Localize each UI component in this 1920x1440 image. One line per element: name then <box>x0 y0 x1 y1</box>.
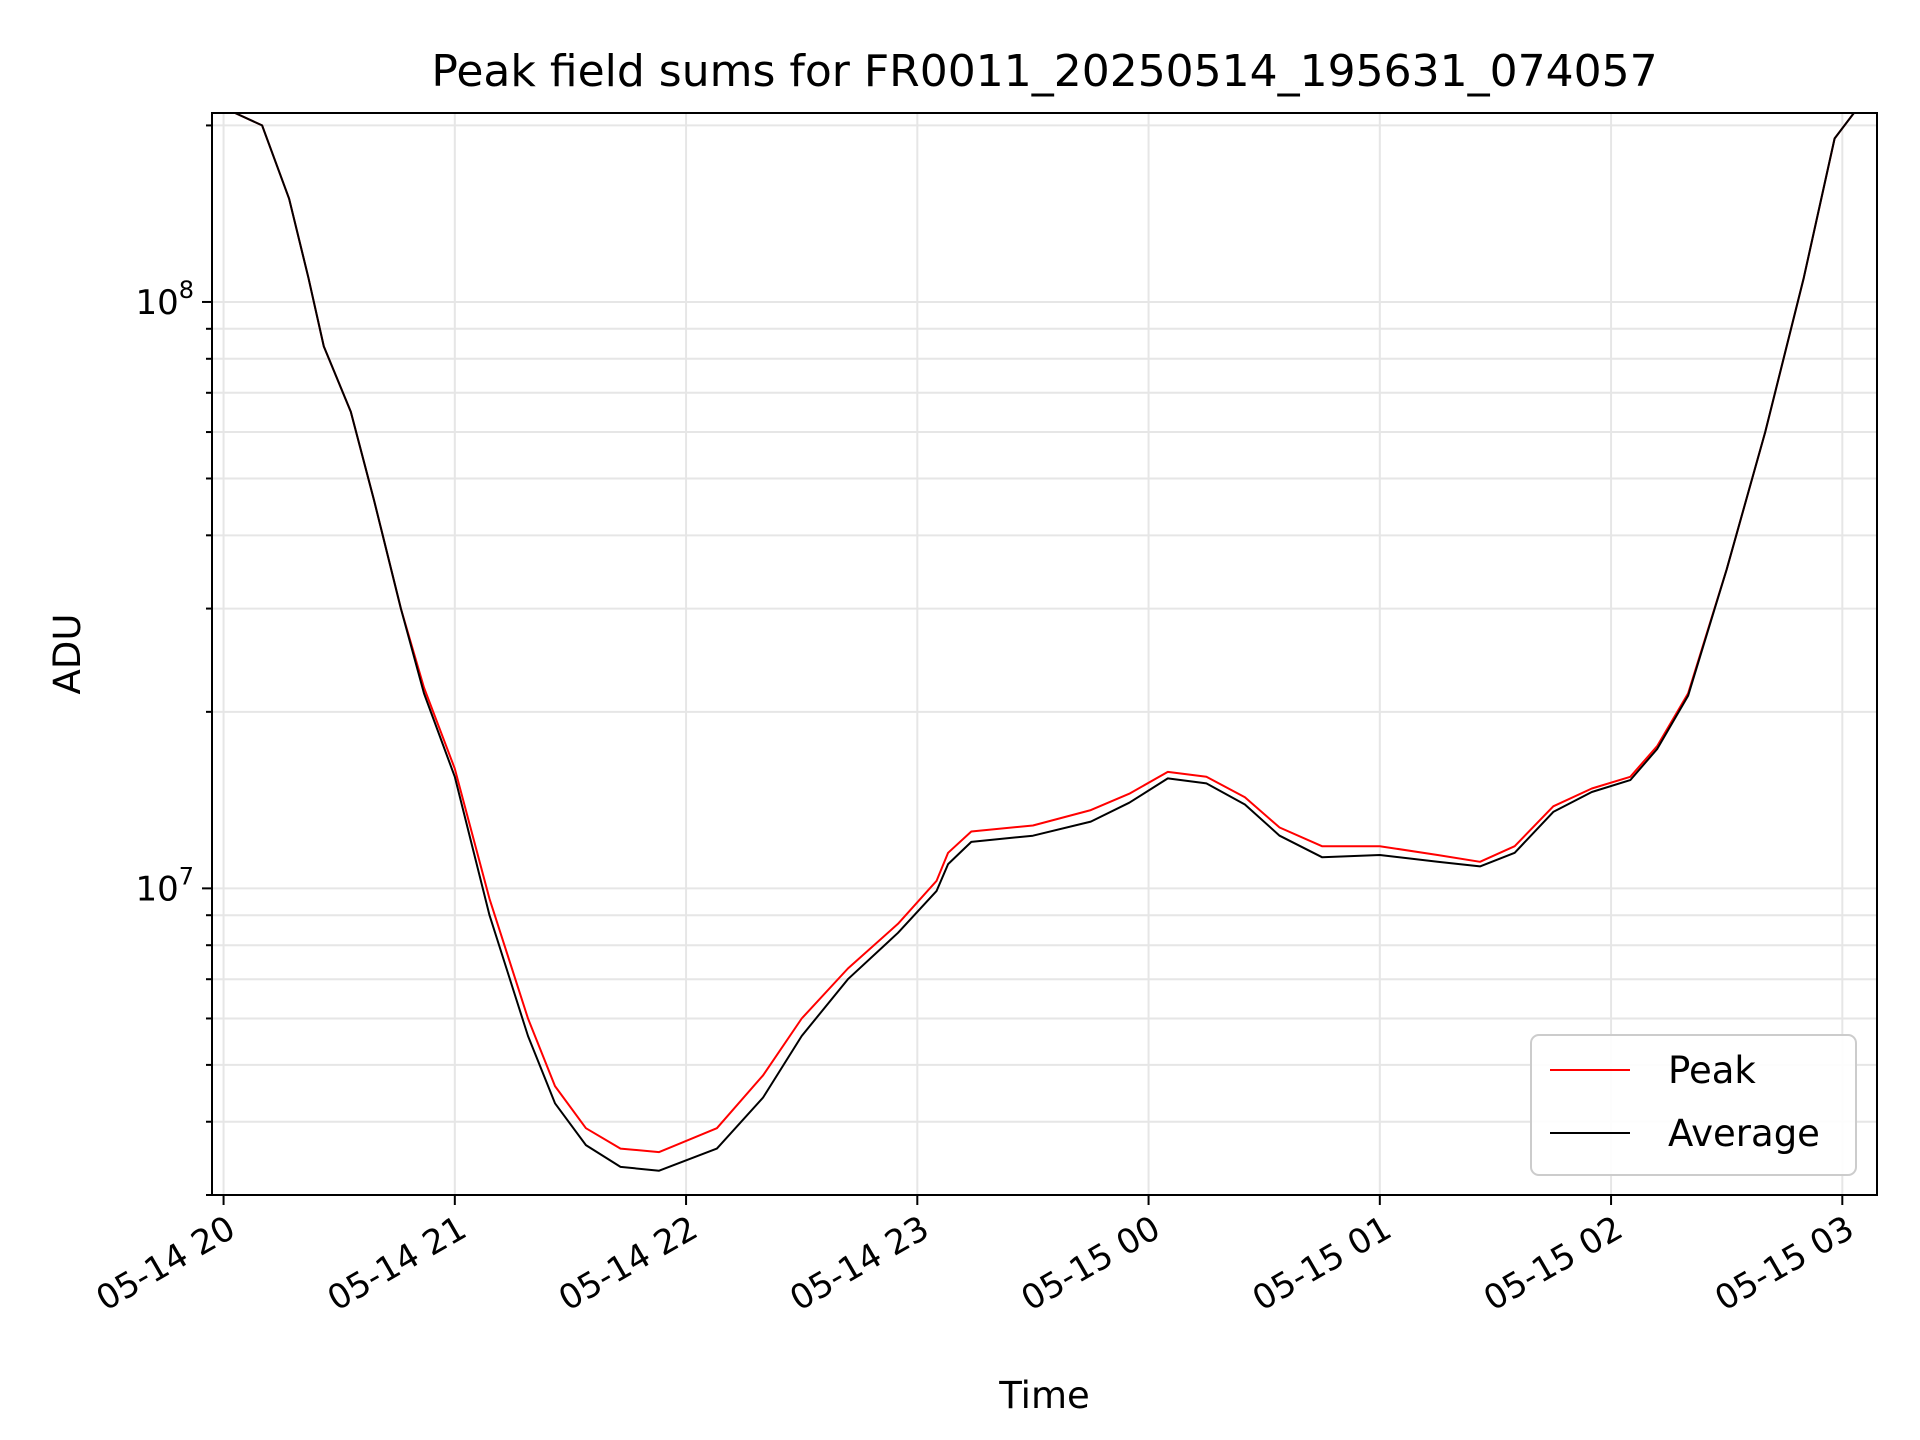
data-point-average <box>261 124 263 126</box>
data-point-peak <box>1205 776 1207 778</box>
data-point-average <box>454 776 456 778</box>
legend: Peak Average <box>1530 1034 1857 1176</box>
data-point-peak <box>1437 854 1439 856</box>
data-point-peak <box>1128 793 1130 795</box>
data-point-peak <box>1090 809 1092 811</box>
data-point-peak <box>970 830 972 833</box>
data-point-peak <box>801 1017 803 1020</box>
data-point-average <box>1834 137 1836 140</box>
data-point-average <box>400 608 402 610</box>
data-point-average <box>716 1148 718 1150</box>
data-point-average <box>1552 811 1554 813</box>
data-point-peak <box>527 1017 529 1020</box>
data-point-average <box>1656 748 1658 750</box>
data-point-average <box>1379 854 1381 856</box>
data-point-peak <box>488 898 491 900</box>
data-point-average <box>1764 431 1766 433</box>
data-point-peak <box>1167 771 1169 773</box>
plot-frame <box>211 112 1878 1196</box>
data-point-average <box>323 345 325 347</box>
chart-title: Peak field sums for FR0011_20250514_1956… <box>431 46 1657 97</box>
data-point-peak <box>1629 776 1631 778</box>
data-point-peak <box>947 852 949 854</box>
legend-label-average: Average <box>1668 1112 1820 1155</box>
data-point-average <box>658 1170 660 1172</box>
data-point-average <box>947 863 949 865</box>
data-point-average <box>373 499 375 501</box>
data-point-average <box>1090 821 1092 823</box>
data-point-peak <box>1514 845 1516 847</box>
grid <box>212 113 1877 1196</box>
data-point-average <box>288 198 290 200</box>
data-point-peak <box>554 1085 556 1087</box>
data-point-peak <box>897 923 899 925</box>
data-point-peak <box>1656 745 1658 747</box>
data-point-peak <box>1279 826 1281 829</box>
series-layer <box>234 113 1855 1172</box>
data-point-average <box>423 692 425 695</box>
data-point-average <box>1032 835 1034 837</box>
data-point-average <box>1803 277 1805 279</box>
data-point-peak <box>762 1074 764 1076</box>
series-line-average <box>234 113 1855 1172</box>
data-point-average <box>307 277 309 279</box>
data-point-peak <box>847 967 849 970</box>
data-point-peak <box>585 1127 587 1129</box>
legend-label-peak: Peak <box>1668 1049 1756 1092</box>
data-point-average <box>527 1035 529 1037</box>
data-point-peak <box>454 768 456 770</box>
data-point-average <box>1205 782 1207 785</box>
data-point-average <box>936 890 938 892</box>
data-point-peak <box>1032 824 1034 827</box>
data-point-peak <box>1379 845 1381 847</box>
data-point-average <box>762 1096 764 1099</box>
data-point-average <box>970 841 972 843</box>
data-point-average <box>1687 695 1689 697</box>
data-point-peak <box>1479 861 1481 863</box>
data-point-average <box>1629 779 1631 781</box>
data-point-average <box>1591 791 1593 793</box>
data-point-average <box>619 1166 622 1168</box>
data-point-peak <box>1591 787 1593 790</box>
data-point-average <box>1726 568 1728 570</box>
data-point-peak <box>1552 805 1554 807</box>
x-axis-label: Time <box>998 1374 1090 1417</box>
data-point-average <box>1479 865 1481 868</box>
data-point-average <box>1244 803 1246 806</box>
y-axis-label: ADU <box>46 614 89 695</box>
data-point-average <box>1279 835 1281 837</box>
data-point-average <box>1437 861 1439 863</box>
data-point-peak <box>936 880 938 882</box>
data-point-peak <box>658 1151 660 1153</box>
data-point-average <box>488 914 491 916</box>
data-point-average <box>1128 802 1130 804</box>
data-point-peak <box>1244 796 1246 798</box>
data-point-peak <box>423 687 425 689</box>
y-tick-label: 107 <box>135 862 194 909</box>
data-point-average <box>1514 852 1516 854</box>
data-point-peak <box>1321 845 1323 847</box>
data-point-average <box>801 1035 803 1037</box>
y-tick-label: 108 <box>135 276 194 323</box>
data-point-average <box>554 1102 556 1104</box>
data-point-average <box>1167 777 1169 780</box>
data-point-average <box>585 1144 587 1146</box>
data-point-average <box>350 411 352 413</box>
data-point-average <box>847 978 849 980</box>
data-point-average <box>897 932 899 934</box>
data-point-peak <box>716 1127 718 1129</box>
data-point-average <box>1321 856 1323 858</box>
data-point-peak <box>619 1148 622 1150</box>
